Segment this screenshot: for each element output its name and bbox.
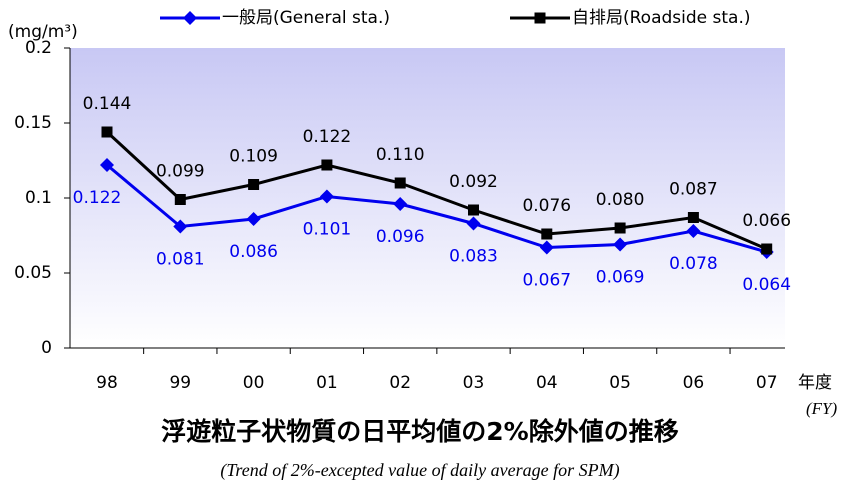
x-axis-label: 年度 <box>798 373 832 393</box>
y-tick-label: 0.05 <box>14 263 52 283</box>
x-tick-label: 07 <box>756 373 778 393</box>
legend-marker <box>534 12 546 24</box>
data-label: 0.080 <box>596 190 645 210</box>
x-tick-label: 05 <box>609 373 631 393</box>
data-label: 0.086 <box>229 242 278 262</box>
legend-marker <box>183 11 197 25</box>
y-tick-label: 0.2 <box>25 38 52 58</box>
marker <box>761 243 773 255</box>
marker <box>174 194 186 205</box>
marker <box>468 204 479 216</box>
data-label: 0.101 <box>303 220 352 240</box>
marker <box>248 179 260 190</box>
data-label: 0.069 <box>596 268 645 288</box>
marker <box>319 189 334 204</box>
marker <box>173 219 188 234</box>
y-axis-label: (mg/m³) <box>8 22 78 42</box>
marker <box>101 126 113 138</box>
data-label: 0.078 <box>669 254 718 274</box>
x-tick-label: 02 <box>389 373 411 393</box>
x-tick-label: 04 <box>536 373 558 393</box>
y-tick-label: 0.1 <box>25 188 52 208</box>
data-label: 0.109 <box>229 147 278 167</box>
chart-subtitle: (Trend of 2%-excepted value of daily ave… <box>220 460 619 481</box>
marker <box>466 216 481 231</box>
marker <box>541 228 553 240</box>
data-label: 0.144 <box>83 94 132 114</box>
legend-label: 自排局(Roadside sta.) <box>572 8 751 28</box>
data-label: 0.081 <box>156 250 205 270</box>
data-label: 0.110 <box>376 145 425 165</box>
x-tick-label: 06 <box>683 373 705 393</box>
data-label: 0.066 <box>742 211 791 231</box>
y-tick-label: 0 <box>41 338 52 358</box>
x-tick-label: 01 <box>316 373 338 393</box>
marker <box>686 224 701 238</box>
marker <box>613 237 628 252</box>
data-label: 0.122 <box>73 188 122 208</box>
marker <box>321 159 333 171</box>
marker <box>100 158 114 172</box>
data-label: 0.083 <box>449 247 498 267</box>
series-line <box>106 163 768 254</box>
x-tick-label: 99 <box>169 373 191 393</box>
x-tick-label: 00 <box>243 373 265 393</box>
legend-label: 一般局(General sta.) <box>222 8 390 28</box>
marker <box>394 177 406 189</box>
data-label: 0.096 <box>376 227 425 247</box>
marker <box>614 222 626 234</box>
data-label: 0.087 <box>669 180 718 200</box>
marker <box>539 240 554 255</box>
marker <box>246 212 261 226</box>
x-tick-label: 03 <box>463 373 485 393</box>
data-label: 0.067 <box>522 271 571 291</box>
chart-title: 浮遊粒子状物質の日平均値の2%除外値の推移 <box>161 417 678 446</box>
data-label: 0.064 <box>742 275 791 295</box>
marker <box>393 197 408 211</box>
data-label: 0.099 <box>156 162 205 182</box>
marker <box>687 212 699 223</box>
data-label: 0.092 <box>449 172 498 192</box>
data-label: 0.122 <box>303 127 352 147</box>
y-tick-label: 0.15 <box>14 113 52 133</box>
series-line <box>105 130 768 251</box>
x-tick-label: 98 <box>96 373 118 393</box>
x-axis-label-en: (FY) <box>806 399 838 418</box>
data-label: 0.076 <box>522 196 571 216</box>
